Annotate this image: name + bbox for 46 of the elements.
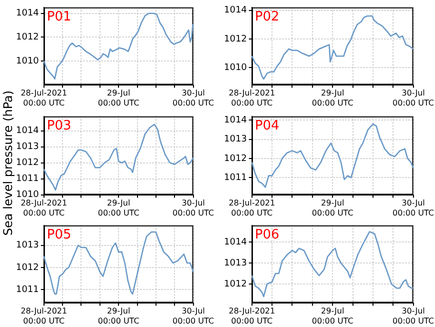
x-tick-label: 30-Jul 00:00 UTC (392, 198, 434, 218)
x-tick-label: 29-Jul 00:00 UTC (312, 198, 354, 218)
x-tick-label: 30-Jul 00:00 UTC (172, 306, 214, 326)
y-tick-label: 1014 (224, 116, 248, 126)
y-tick-label: 1014 (16, 126, 40, 136)
x-tick-label: 29-Jul 00:00 UTC (98, 306, 140, 326)
x-tick-label: 28-Jul-2021 00:00 UTC (228, 306, 276, 326)
x-tick-label: 30-Jul 00:00 UTC (172, 198, 214, 218)
x-tick-label: 28-Jul-2021 00:00 UTC (20, 198, 68, 218)
y-tick-label: 1010 (224, 62, 248, 73)
y-tick-label: 1011 (16, 284, 39, 295)
y-tick-label: 1014 (16, 8, 40, 19)
x-tick-label: 29-Jul 00:00 UTC (98, 88, 140, 108)
x-tick-label: 29-Jul 00:00 UTC (312, 88, 354, 108)
chart-title: P05 (46, 227, 72, 242)
x-tick-label: 29-Jul 00:00 UTC (98, 198, 140, 218)
y-tick-label: 1014 (224, 237, 248, 248)
chart-title: P01 (46, 9, 72, 24)
chart-title: P04 (254, 118, 280, 134)
chart-title: P03 (46, 118, 72, 134)
x-tick-label: 28-Jul-2021 00:00 UTC (228, 198, 276, 218)
y-tick-label: 1013 (16, 142, 39, 152)
x-tick-label: 30-Jul 00:00 UTC (392, 88, 434, 108)
x-tick-label: 28-Jul-2021 00:00 UTC (20, 88, 68, 108)
y-tick-label: 1013 (224, 258, 247, 268)
y-tick-label: 1011 (224, 172, 247, 183)
y-tick-label: 1010 (16, 56, 40, 66)
y-tick-label: 1012 (224, 279, 247, 290)
y-tick-label: 1012 (224, 34, 247, 44)
y-tick-label: 1012 (16, 262, 39, 273)
x-tick-label: 28-Jul-2021 00:00 UTC (20, 306, 68, 326)
y-tick-label: 1012 (16, 158, 39, 168)
y-tick-label: 1012 (16, 32, 39, 43)
chart-title: P02 (254, 9, 280, 24)
y-tick-label: 1011 (16, 174, 39, 184)
y-tick-label: 1014 (224, 6, 248, 16)
y-tick-label: 1012 (224, 154, 247, 164)
y-tick-label: 1010 (16, 190, 40, 200)
y-tick-label: 1013 (16, 240, 39, 251)
x-tick-label: 28-Jul-2021 00:00 UTC (228, 88, 276, 108)
y-axis-title: Sea level pressure (hPa) (1, 90, 15, 236)
chart-title: P06 (254, 227, 280, 242)
x-tick-label: 30-Jul 00:00 UTC (172, 88, 214, 108)
y-tick-label: 1013 (224, 134, 247, 145)
x-tick-label: 29-Jul 00:00 UTC (312, 306, 354, 326)
x-tick-label: 30-Jul 00:00 UTC (392, 306, 434, 326)
